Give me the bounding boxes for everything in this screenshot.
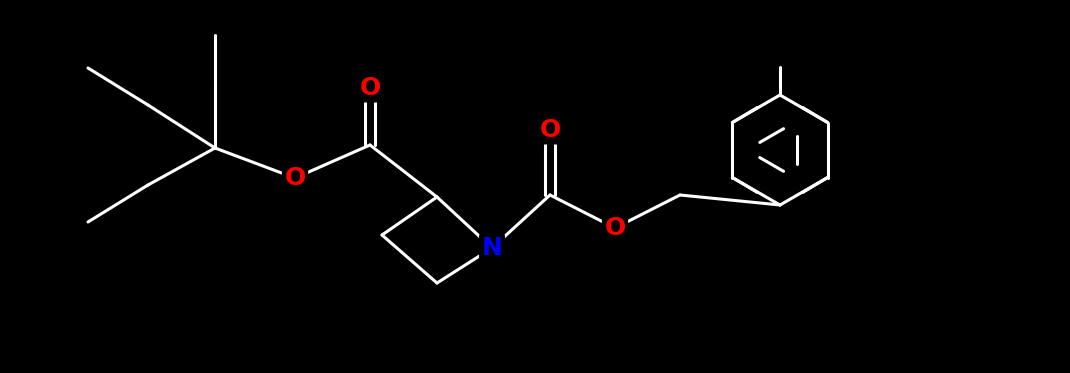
Text: O: O — [539, 118, 561, 142]
Text: N: N — [482, 236, 503, 260]
Text: O: O — [285, 166, 306, 190]
Text: O: O — [360, 76, 381, 100]
Text: O: O — [605, 216, 626, 240]
